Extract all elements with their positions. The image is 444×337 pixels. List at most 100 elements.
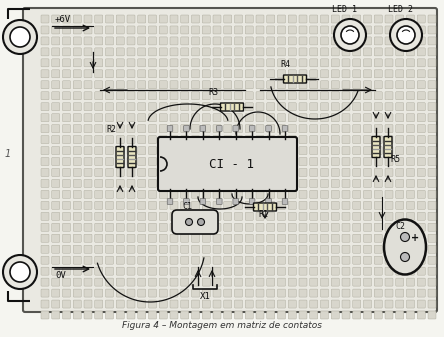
FancyBboxPatch shape bbox=[278, 92, 285, 100]
FancyBboxPatch shape bbox=[84, 157, 92, 165]
FancyBboxPatch shape bbox=[127, 256, 135, 264]
FancyBboxPatch shape bbox=[245, 135, 253, 144]
FancyBboxPatch shape bbox=[138, 114, 146, 122]
FancyBboxPatch shape bbox=[342, 81, 350, 89]
FancyBboxPatch shape bbox=[159, 168, 167, 177]
FancyBboxPatch shape bbox=[213, 135, 221, 144]
FancyBboxPatch shape bbox=[63, 125, 71, 133]
FancyBboxPatch shape bbox=[84, 37, 92, 45]
FancyBboxPatch shape bbox=[234, 81, 242, 89]
FancyBboxPatch shape bbox=[138, 81, 146, 89]
FancyBboxPatch shape bbox=[41, 135, 49, 144]
FancyBboxPatch shape bbox=[310, 168, 318, 177]
FancyBboxPatch shape bbox=[256, 157, 264, 165]
FancyBboxPatch shape bbox=[116, 70, 124, 78]
FancyBboxPatch shape bbox=[428, 234, 436, 242]
FancyBboxPatch shape bbox=[224, 256, 232, 264]
FancyBboxPatch shape bbox=[267, 37, 275, 45]
FancyBboxPatch shape bbox=[364, 256, 372, 264]
FancyBboxPatch shape bbox=[288, 135, 296, 144]
FancyBboxPatch shape bbox=[116, 300, 124, 308]
FancyBboxPatch shape bbox=[191, 157, 199, 165]
FancyBboxPatch shape bbox=[342, 26, 350, 34]
FancyBboxPatch shape bbox=[127, 59, 135, 67]
FancyBboxPatch shape bbox=[331, 190, 339, 198]
FancyBboxPatch shape bbox=[73, 289, 81, 297]
FancyBboxPatch shape bbox=[84, 223, 92, 231]
FancyBboxPatch shape bbox=[310, 114, 318, 122]
FancyBboxPatch shape bbox=[191, 48, 199, 56]
FancyBboxPatch shape bbox=[84, 168, 92, 177]
FancyBboxPatch shape bbox=[63, 190, 71, 198]
FancyBboxPatch shape bbox=[52, 267, 60, 275]
FancyBboxPatch shape bbox=[213, 37, 221, 45]
FancyBboxPatch shape bbox=[245, 125, 253, 133]
FancyBboxPatch shape bbox=[52, 168, 60, 177]
FancyBboxPatch shape bbox=[159, 234, 167, 242]
FancyBboxPatch shape bbox=[191, 223, 199, 231]
FancyBboxPatch shape bbox=[63, 48, 71, 56]
FancyBboxPatch shape bbox=[331, 59, 339, 67]
FancyBboxPatch shape bbox=[224, 114, 232, 122]
FancyBboxPatch shape bbox=[138, 289, 146, 297]
FancyBboxPatch shape bbox=[138, 245, 146, 253]
FancyBboxPatch shape bbox=[116, 256, 124, 264]
FancyBboxPatch shape bbox=[84, 179, 92, 187]
FancyBboxPatch shape bbox=[224, 125, 232, 133]
FancyBboxPatch shape bbox=[52, 15, 60, 23]
FancyBboxPatch shape bbox=[288, 311, 296, 319]
FancyBboxPatch shape bbox=[385, 59, 393, 67]
FancyBboxPatch shape bbox=[310, 135, 318, 144]
FancyBboxPatch shape bbox=[181, 26, 189, 34]
FancyBboxPatch shape bbox=[181, 267, 189, 275]
FancyBboxPatch shape bbox=[73, 15, 81, 23]
FancyBboxPatch shape bbox=[417, 256, 425, 264]
FancyBboxPatch shape bbox=[310, 48, 318, 56]
FancyBboxPatch shape bbox=[148, 202, 156, 209]
FancyBboxPatch shape bbox=[63, 300, 71, 308]
FancyBboxPatch shape bbox=[407, 190, 415, 198]
FancyBboxPatch shape bbox=[181, 212, 189, 220]
FancyBboxPatch shape bbox=[284, 75, 306, 83]
FancyBboxPatch shape bbox=[342, 223, 350, 231]
FancyBboxPatch shape bbox=[170, 212, 178, 220]
FancyBboxPatch shape bbox=[342, 114, 350, 122]
FancyBboxPatch shape bbox=[52, 289, 60, 297]
FancyBboxPatch shape bbox=[342, 278, 350, 286]
FancyBboxPatch shape bbox=[331, 103, 339, 111]
FancyBboxPatch shape bbox=[191, 179, 199, 187]
FancyBboxPatch shape bbox=[181, 59, 189, 67]
FancyBboxPatch shape bbox=[127, 48, 135, 56]
FancyBboxPatch shape bbox=[385, 70, 393, 78]
FancyBboxPatch shape bbox=[353, 168, 361, 177]
FancyBboxPatch shape bbox=[245, 179, 253, 187]
FancyBboxPatch shape bbox=[374, 135, 382, 144]
FancyBboxPatch shape bbox=[159, 147, 167, 155]
Text: X1: X1 bbox=[200, 292, 210, 301]
FancyBboxPatch shape bbox=[95, 168, 103, 177]
FancyBboxPatch shape bbox=[245, 223, 253, 231]
FancyBboxPatch shape bbox=[374, 234, 382, 242]
FancyBboxPatch shape bbox=[217, 199, 222, 204]
FancyBboxPatch shape bbox=[299, 70, 307, 78]
FancyBboxPatch shape bbox=[159, 256, 167, 264]
FancyBboxPatch shape bbox=[170, 147, 178, 155]
FancyBboxPatch shape bbox=[310, 81, 318, 89]
FancyBboxPatch shape bbox=[138, 256, 146, 264]
FancyBboxPatch shape bbox=[95, 135, 103, 144]
FancyBboxPatch shape bbox=[256, 81, 264, 89]
FancyBboxPatch shape bbox=[417, 48, 425, 56]
Text: R3: R3 bbox=[208, 88, 218, 97]
FancyBboxPatch shape bbox=[191, 135, 199, 144]
FancyBboxPatch shape bbox=[278, 245, 285, 253]
FancyBboxPatch shape bbox=[148, 135, 156, 144]
FancyBboxPatch shape bbox=[396, 15, 404, 23]
FancyBboxPatch shape bbox=[158, 137, 297, 191]
FancyBboxPatch shape bbox=[138, 278, 146, 286]
FancyBboxPatch shape bbox=[234, 223, 242, 231]
FancyBboxPatch shape bbox=[310, 311, 318, 319]
FancyBboxPatch shape bbox=[256, 92, 264, 100]
FancyBboxPatch shape bbox=[84, 311, 92, 319]
FancyBboxPatch shape bbox=[256, 114, 264, 122]
FancyBboxPatch shape bbox=[52, 92, 60, 100]
